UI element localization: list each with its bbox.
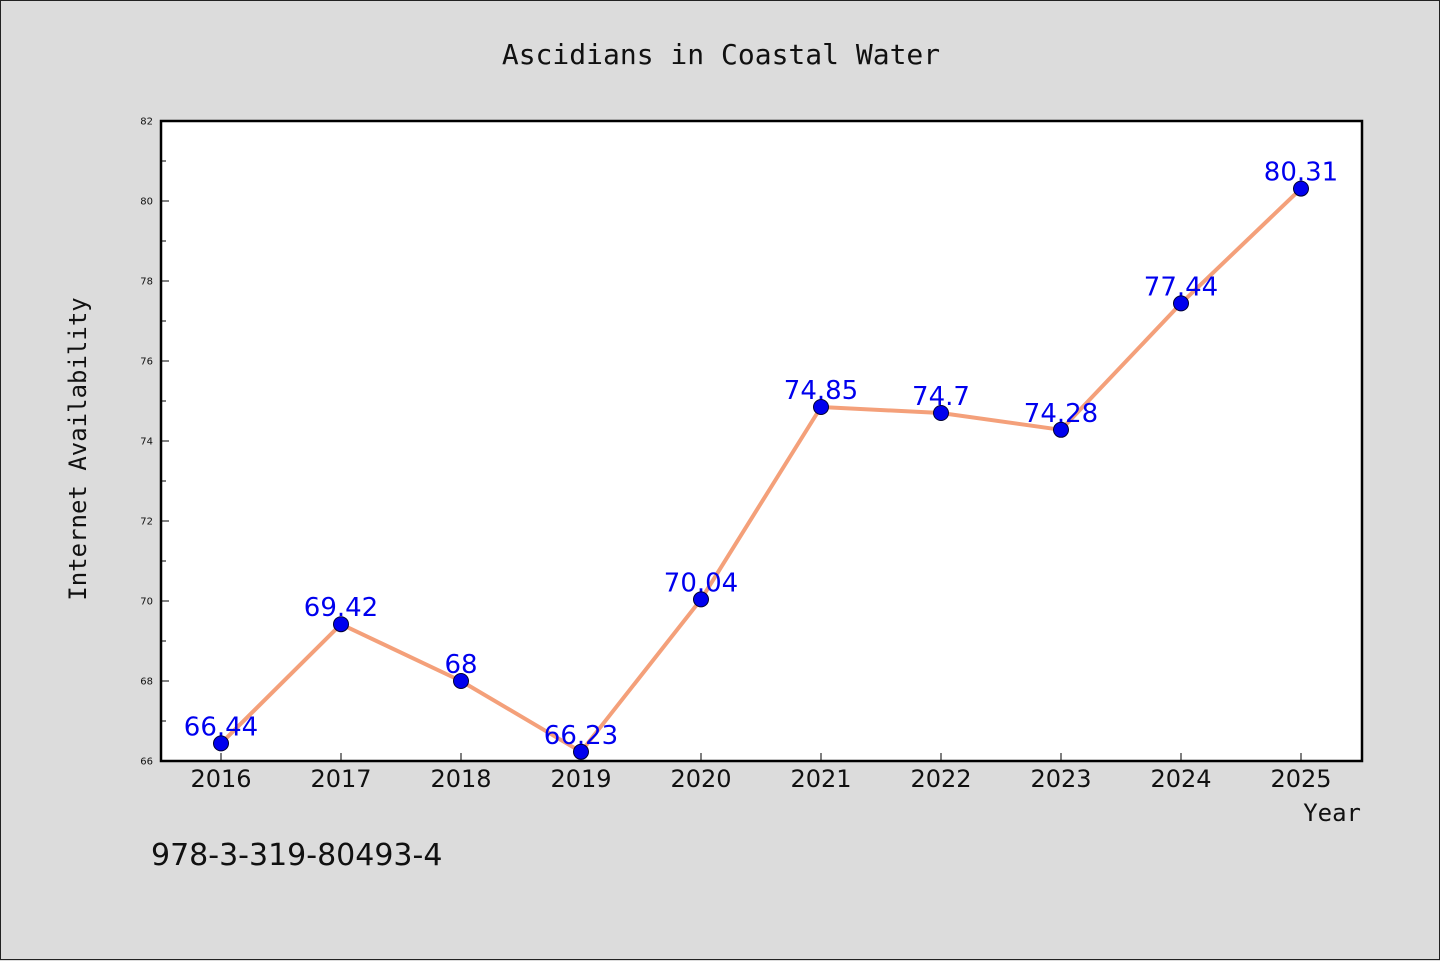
y-tick-label: 82 bbox=[140, 117, 153, 128]
y-tick-label: 78 bbox=[140, 277, 153, 288]
isbn-annotation: 978-3-319-80493-4 bbox=[151, 838, 442, 873]
x-axis: 2016 2017 2018 2019 2020 2021 2022 2023 2024 2025 bbox=[190, 753, 1332, 793]
data-point bbox=[693, 591, 709, 608]
y-tick-label: 70 bbox=[140, 597, 153, 608]
x-tick-label: 2019 bbox=[550, 765, 611, 793]
x-tick-label: 2021 bbox=[790, 765, 851, 793]
plot-area bbox=[159, 119, 1364, 763]
data-label: 74.28 bbox=[1024, 399, 1098, 429]
data-point bbox=[813, 399, 829, 415]
x-axis-label: Year bbox=[1303, 799, 1361, 827]
y-tick-label: 74 bbox=[140, 437, 153, 448]
data-point bbox=[213, 735, 229, 752]
series-layer bbox=[213, 180, 1309, 760]
series-line bbox=[219, 187, 1303, 754]
data-label: 70.04 bbox=[664, 568, 738, 598]
data-labels-layer: 66.44 69.42 68 66.23 70.04 74.85 74.7 74.28 77.4… bbox=[184, 158, 1338, 751]
y-tick-label: 76 bbox=[140, 357, 153, 368]
x-tick-label: 2016 bbox=[190, 765, 251, 793]
data-label: 68 bbox=[444, 650, 477, 680]
y-tick-label: 68 bbox=[140, 677, 153, 688]
x-tick-label: 2024 bbox=[1150, 765, 1211, 793]
data-label: 74.85 bbox=[784, 376, 858, 406]
x-tick-label: 2017 bbox=[310, 765, 371, 793]
y-tick-label: 72 bbox=[140, 517, 153, 528]
data-label: 66.44 bbox=[184, 712, 258, 742]
y-axis: 66 68 70 72 74 76 78 80 82 bbox=[140, 117, 169, 768]
data-point bbox=[453, 673, 469, 689]
data-point bbox=[1293, 180, 1309, 197]
data-point bbox=[1053, 421, 1069, 438]
data-point bbox=[1173, 295, 1189, 312]
y-tick-label: 66 bbox=[140, 757, 153, 768]
data-label: 80.31 bbox=[1264, 158, 1338, 188]
x-tick-label: 2022 bbox=[910, 765, 971, 793]
chart-title: Ascidians in Coastal Water bbox=[502, 38, 940, 71]
x-tick-label: 2023 bbox=[1030, 765, 1091, 793]
x-tick-label: 2020 bbox=[670, 765, 731, 793]
data-point bbox=[933, 405, 949, 421]
data-label: 77.44 bbox=[1144, 272, 1218, 302]
x-tick-label: 2025 bbox=[1270, 765, 1331, 793]
y-axis-label: Internet Availability bbox=[64, 297, 92, 600]
data-label: 69.42 bbox=[304, 593, 378, 623]
data-point bbox=[333, 616, 349, 633]
data-label: 66.23 bbox=[544, 721, 618, 751]
data-point bbox=[573, 743, 589, 760]
y-tick-label: 80 bbox=[140, 197, 153, 208]
x-tick-label: 2018 bbox=[430, 765, 491, 793]
data-label: 74.7 bbox=[912, 382, 970, 412]
